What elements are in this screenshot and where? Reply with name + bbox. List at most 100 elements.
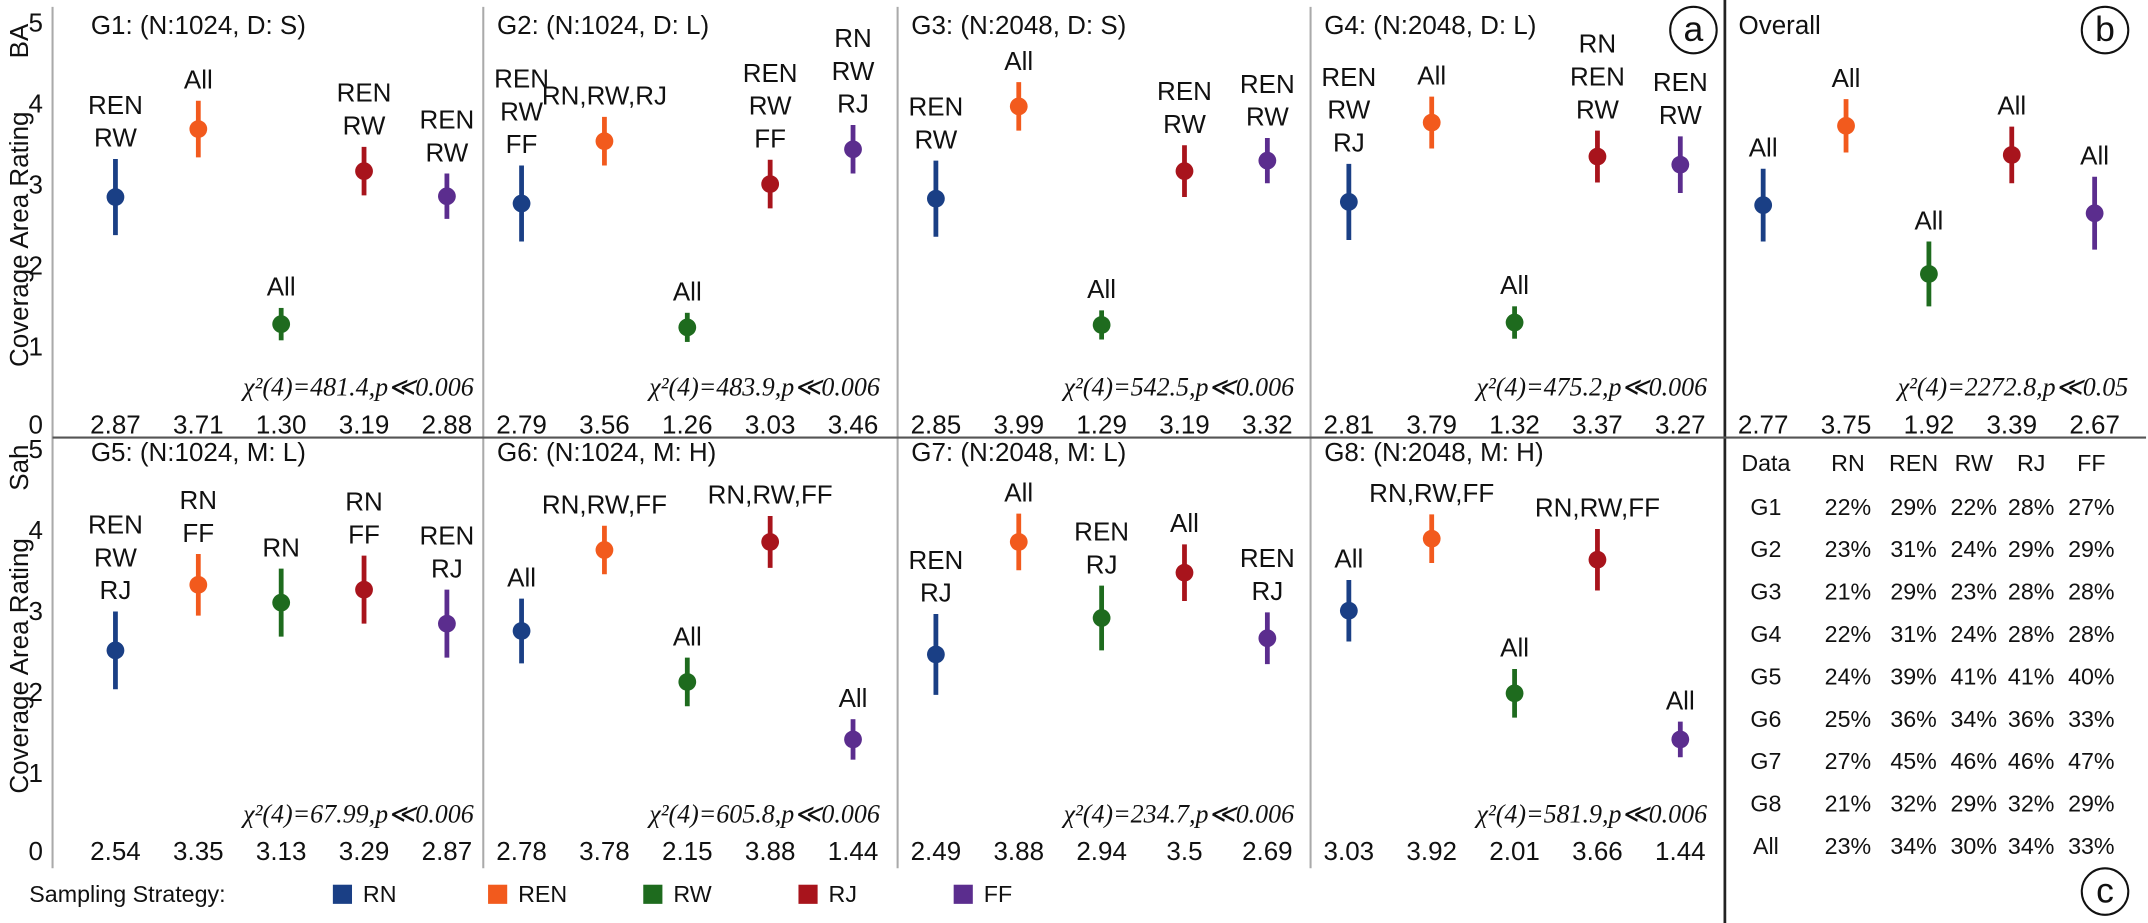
table-header: Data <box>1741 450 1790 476</box>
dot <box>1754 196 1773 215</box>
annotation: REN <box>1240 69 1295 99</box>
panel-title: G4: (N:2048, D: L) <box>1324 10 1536 40</box>
annotation: REN <box>1074 517 1129 547</box>
legend-swatch <box>643 884 663 904</box>
y-tick-label: 3 <box>29 169 43 199</box>
table-cell: 27% <box>2068 494 2115 520</box>
annotation: REN <box>908 92 963 122</box>
stat-text: χ²(4)=2272.8,p≪0.05 <box>1895 373 2129 402</box>
dot <box>1422 529 1441 548</box>
dot <box>512 622 531 640</box>
annotation: REN <box>908 545 963 575</box>
value-label: 2.15 <box>662 836 713 866</box>
legend-label: REN <box>518 881 567 907</box>
table-cell: 21% <box>1825 791 1872 817</box>
stat-text: χ²(4)=234.7,p≪0.006 <box>1061 799 1295 828</box>
table-cell: 30% <box>1950 833 1997 859</box>
dot <box>2002 146 2021 164</box>
table-cell: 34% <box>1950 706 1997 732</box>
table-cell: 31% <box>1890 621 1937 647</box>
value-label: 3.03 <box>1324 836 1375 866</box>
annotation: All <box>267 272 296 302</box>
table-cell: 28% <box>2008 579 2055 605</box>
table-cell: 22% <box>1825 621 1872 647</box>
dot <box>189 575 208 594</box>
table-cell: 29% <box>1890 579 1937 605</box>
dot <box>927 189 945 208</box>
table-cell: 28% <box>2008 621 2055 647</box>
annotation: RW <box>914 124 957 154</box>
dot <box>2085 204 2104 223</box>
dot <box>1671 155 1690 174</box>
value-label: 3.19 <box>339 409 390 439</box>
annotation: FF <box>182 518 214 548</box>
annotation: REN <box>419 104 474 134</box>
annotation: FF <box>348 519 380 549</box>
legend-swatch <box>488 884 508 904</box>
y-axis-label: Coverage Area Rating <box>4 538 34 794</box>
table-cell: G4 <box>1750 621 1781 647</box>
table-cell: 24% <box>1825 663 1872 689</box>
panel-letter: b <box>2095 9 2115 49</box>
table-cell: G5 <box>1750 663 1781 689</box>
legend-swatch <box>798 884 818 904</box>
annotation: All <box>1417 60 1446 90</box>
table-cell: 27% <box>1825 748 1872 774</box>
annotation: RW <box>1576 94 1619 124</box>
annotation: REN <box>1653 67 1708 97</box>
annotation: REN <box>1240 543 1295 573</box>
annotation: RJ <box>837 89 869 119</box>
legend-swatch <box>332 884 353 904</box>
dot <box>1258 151 1277 170</box>
value-label: 2.94 <box>1076 836 1127 866</box>
table-cell: 36% <box>1890 706 1937 732</box>
value-label: 2.88 <box>422 409 473 439</box>
dot <box>438 614 456 633</box>
annotation: All <box>1500 633 1529 663</box>
dot <box>1175 162 1194 181</box>
value-label: 2.81 <box>1324 409 1375 439</box>
annotation: All <box>1087 274 1116 304</box>
dot <box>761 533 780 551</box>
value-label: 3.39 <box>1986 409 2037 439</box>
value-label: 2.87 <box>422 836 473 866</box>
row-label: BA <box>4 23 34 58</box>
annotation: RN,RW,RJ <box>542 81 667 111</box>
table-cell: 29% <box>1950 791 1997 817</box>
annotation: RW <box>1659 100 1702 130</box>
table-cell: 22% <box>1825 494 1872 520</box>
table-cell: 29% <box>1890 494 1937 520</box>
stat-text: χ²(4)=605.8,p≪0.006 <box>646 799 880 828</box>
annotation: RW <box>832 56 875 86</box>
annotation: RN <box>262 532 300 562</box>
annotation: RN,RW,FF <box>1369 478 1494 508</box>
stat-text: χ²(4)=483.9,p≪0.006 <box>646 373 880 402</box>
stat-text: χ²(4)=67.99,p≪0.006 <box>240 799 474 828</box>
legend-label: RN <box>363 881 397 907</box>
table-cell: 22% <box>1950 494 1997 520</box>
annotation: REN <box>419 521 474 551</box>
dot <box>1505 313 1524 332</box>
dot <box>106 641 125 660</box>
table-cell: 29% <box>2008 536 2055 562</box>
y-tick-label: 5 <box>29 7 43 37</box>
annotation: REN <box>743 58 798 88</box>
panel-title: G5: (N:1024, M: L) <box>91 437 306 467</box>
table-cell: 28% <box>2008 494 2055 520</box>
value-label: 1.44 <box>1655 836 1706 866</box>
annotation: REN <box>337 78 392 108</box>
dot <box>1339 601 1358 620</box>
dot <box>1505 684 1524 703</box>
dot <box>1671 730 1690 749</box>
annotation: FF <box>506 129 538 159</box>
y-tick-label: 4 <box>29 88 43 118</box>
annotation: RN <box>1579 29 1617 59</box>
legend-title: Sampling Strategy: <box>29 881 225 907</box>
table-cell: 39% <box>1890 663 1937 689</box>
value-label: 3.78 <box>579 836 630 866</box>
annotation: RJ <box>1333 128 1365 158</box>
value-label: 2.49 <box>911 836 962 866</box>
value-label: 2.78 <box>496 836 547 866</box>
annotation: RN,RW,FF <box>708 480 833 510</box>
